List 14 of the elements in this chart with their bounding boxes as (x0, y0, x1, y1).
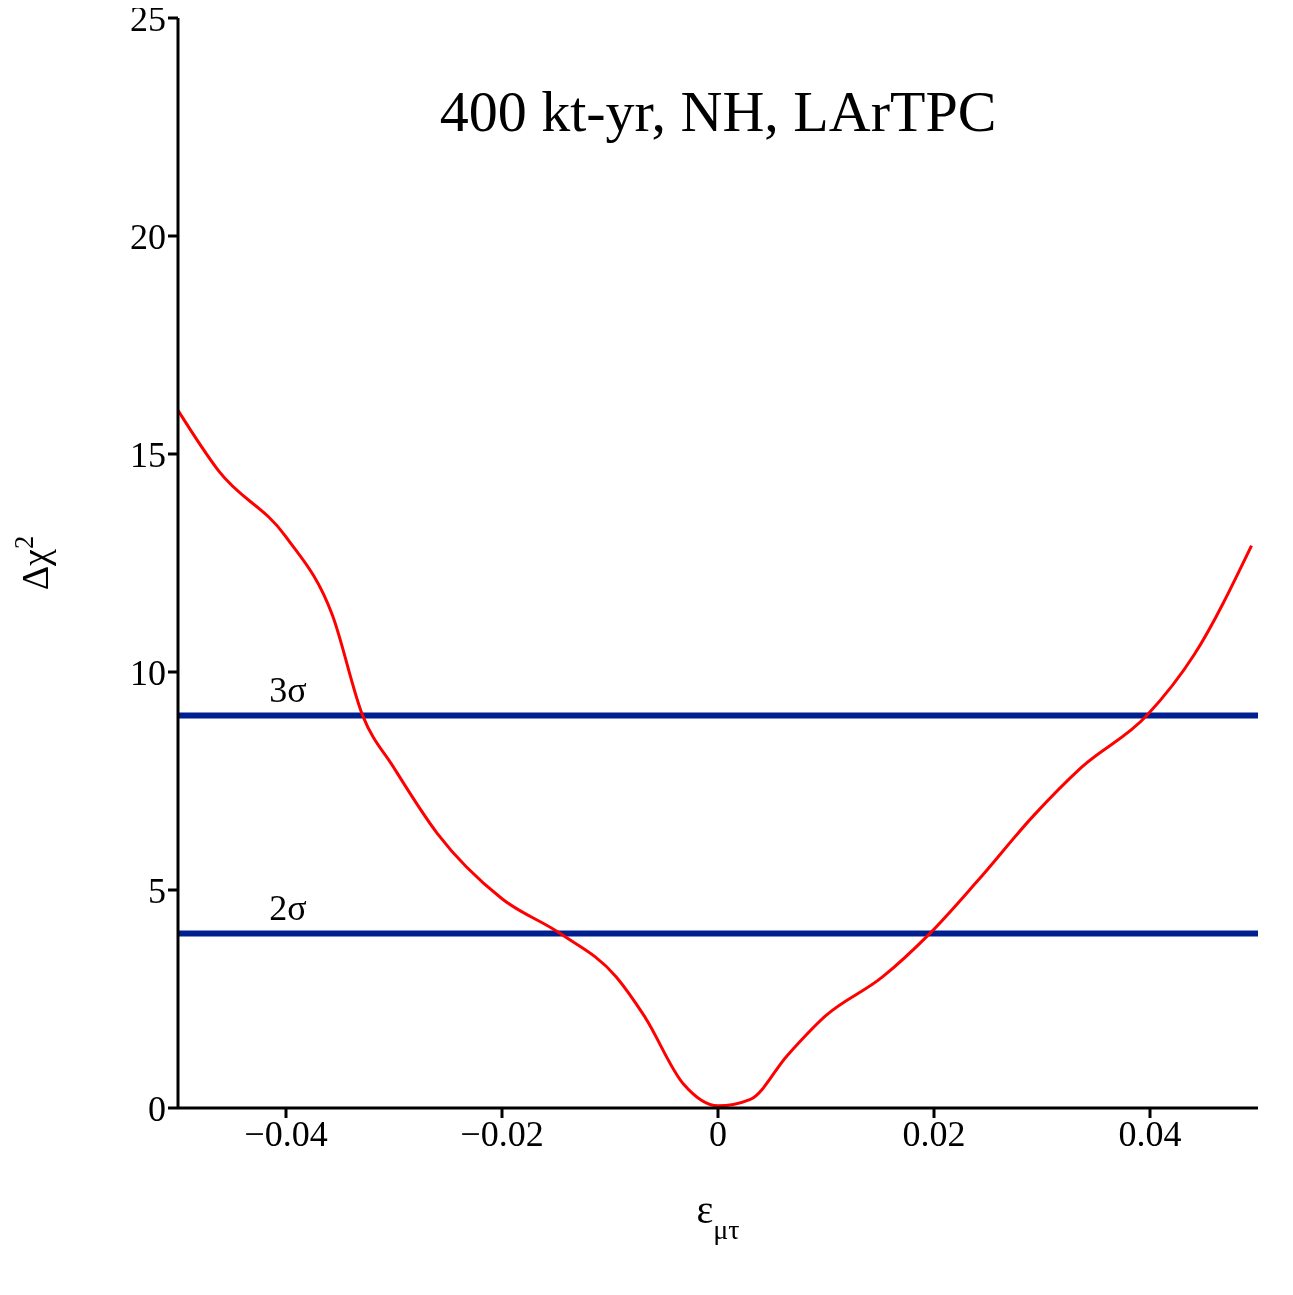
y-tick-label: 5 (148, 870, 166, 911)
x-tick-label: 0 (709, 1113, 727, 1154)
ref-line-label: 3σ (269, 669, 307, 710)
ref-line-label: 2σ (269, 887, 307, 928)
text: 400 kt-yr, NH, LArTPC (438, 78, 998, 145)
y-tick-label: 20 (130, 216, 166, 257)
x-tick-label: 0.02 (902, 1113, 966, 1154)
y-tick-label: 15 (130, 434, 166, 475)
x-tick-label: −0.04 (244, 1113, 328, 1154)
y-tick-label: 0 (148, 1088, 166, 1129)
y-tick-label: 10 (130, 652, 166, 693)
x-axis-title: ε$_{μτ}$ (696, 1187, 740, 1245)
x-tick-label: −0.02 (460, 1113, 544, 1154)
x-tick-label: 0.04 (1118, 1113, 1182, 1154)
